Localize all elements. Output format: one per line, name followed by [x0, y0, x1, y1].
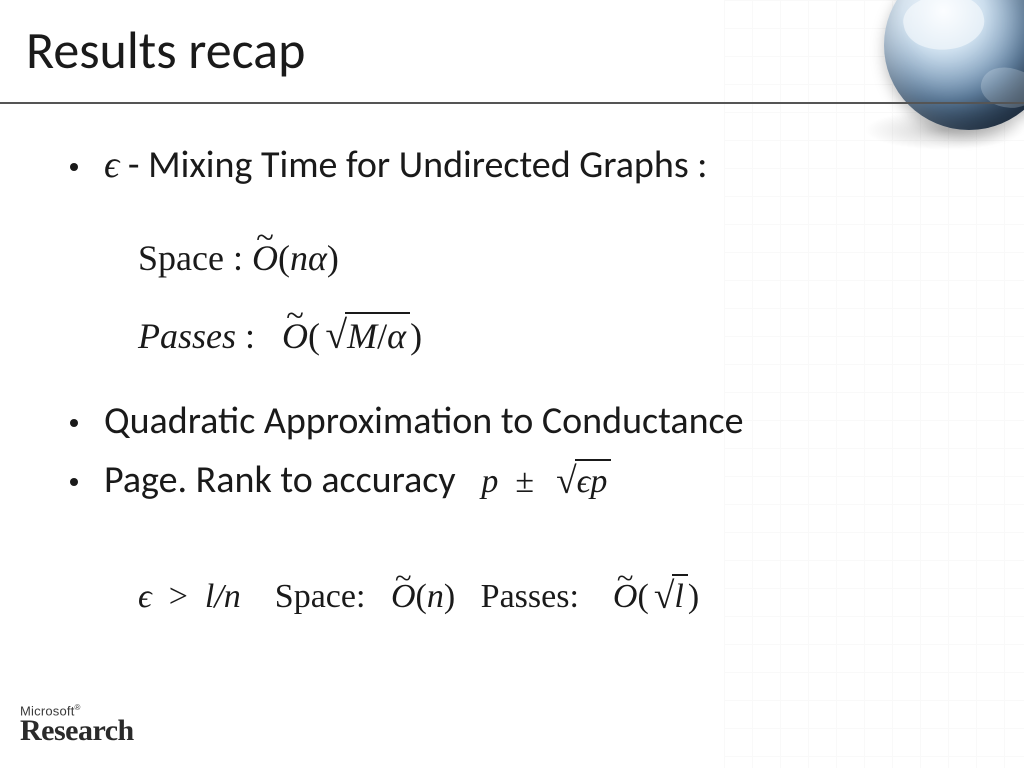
sqrt-eps-p: √ϵp: [551, 458, 611, 505]
var-p: p: [481, 463, 498, 500]
bullet-3-text: Page. Rank to accuracy: [104, 457, 456, 503]
registered-icon: ®: [75, 703, 81, 712]
bullet-icon: [70, 163, 78, 171]
passes-label-2: Passes:: [481, 578, 579, 615]
formula-passes: Passes : O(√M/α): [138, 311, 994, 360]
var-alpha: α: [308, 238, 327, 278]
bullet-pagerank-accuracy: Page. Rank to accuracy p ± √ϵp: [70, 457, 994, 505]
var-eps: ϵ: [138, 578, 152, 615]
bullet-icon: [70, 478, 78, 486]
space-label-2: Space:: [275, 578, 366, 615]
sqrt-l: √l: [649, 573, 688, 620]
formula-accuracy: p ± √ϵp: [481, 463, 611, 500]
bullet-mixing-time: ϵ - Mixing Time for Undirected Graphs :: [70, 142, 994, 190]
l-over-n: l/n: [205, 578, 241, 615]
ms-research-logo: Microsoft® Research: [20, 703, 134, 748]
space-label: Space: [138, 238, 224, 278]
passes-label: Passes: [138, 316, 236, 356]
O-tilde-4: O: [613, 576, 638, 619]
bullet-1-text: - Mixing Time for Undirected Graphs :: [128, 142, 708, 188]
bullet-icon: [70, 419, 78, 427]
O-tilde: O: [252, 236, 278, 281]
title-underline: [0, 102, 1024, 104]
var-n: n: [290, 238, 308, 278]
formula-space: Space : O(nα): [138, 236, 994, 281]
epsilon-symbol: ϵ: [104, 144, 119, 186]
slide-title: Results recap: [26, 18, 305, 82]
logo-research: Research: [20, 714, 134, 748]
bullet-quadratic-approx: Quadratic Approximation to Conductance: [70, 398, 994, 446]
O-tilde-2: O: [282, 314, 308, 359]
formula-complexity-line: ϵ > l/n Space: O(n) Passes: O(√l): [138, 573, 994, 620]
slide-body: ϵ - Mixing Time for Undirected Graphs : …: [70, 142, 994, 620]
bullet-2-text: Quadratic Approximation to Conductance: [104, 398, 744, 444]
sqrt-M-over-alpha: √M/α: [320, 311, 410, 360]
slide: { "title": "Results recap", "bullets": {…: [0, 0, 1024, 768]
O-tilde-3: O: [391, 576, 416, 619]
